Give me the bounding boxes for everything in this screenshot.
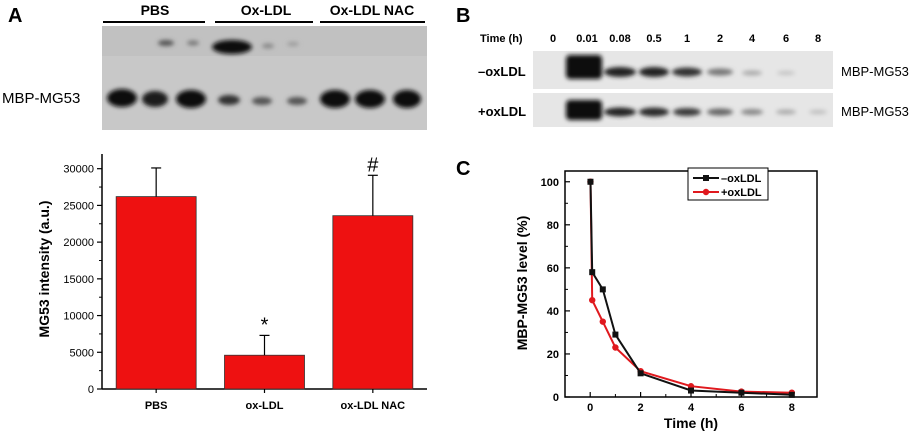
bar <box>224 354 305 390</box>
bar-chart: MG53 intensity (a.u.) 0 5000 10000 15000 200… <box>36 154 427 412</box>
blot-b-time-label: 4 <box>749 33 756 45</box>
blot-a-row-label: MBP-MG53 <box>2 90 80 107</box>
line-chart-xtick-label: 8 <box>789 402 795 414</box>
blot-b-band-label-plus: MBP-MG53 <box>841 104 909 119</box>
bar-category-label: PBS <box>145 400 168 412</box>
line-chart-xtick-label: 4 <box>688 402 695 414</box>
series-line <box>589 181 792 396</box>
series-point <box>589 296 596 304</box>
bar-chart-ytick-label: 30000 <box>63 164 94 176</box>
series-point <box>738 389 745 396</box>
bar-chart-ytick-label: 15000 <box>63 274 94 286</box>
panel-a-label: A <box>8 5 22 27</box>
blot-b-row-minus: –oxLDL <box>478 64 526 79</box>
blot-a-group-headers: PBS Ox-LDL Ox-LDL NAC <box>103 2 425 23</box>
series-point <box>587 178 594 185</box>
series-point <box>612 344 619 351</box>
bar-chart-ytick-label: 10000 <box>63 311 94 323</box>
line-chart-ytick-label: 100 <box>541 177 559 189</box>
blot-b-time-label: 8 <box>815 33 821 45</box>
legend-swatch-marker <box>702 188 710 196</box>
legend-swatch-marker <box>703 175 709 181</box>
blot-b-time-label: 0 <box>550 33 556 45</box>
blot-b-band-label-minus: MBP-MG53 <box>841 64 909 79</box>
series-point <box>599 286 606 293</box>
series-point <box>589 269 596 276</box>
line-chart: MBP-MG53 level (%) Time (h) 0 2 4 6 80204060… <box>514 167 818 431</box>
blot-b-time-label: 0.08 <box>609 33 630 45</box>
blot-a-image <box>102 26 427 130</box>
line-chart-xtick-label: 2 <box>638 402 644 414</box>
blot-b-row-plus: +oxLDL <box>478 104 526 119</box>
bar-chart-ylabel: MG53 intensity (a.u.) <box>36 201 52 338</box>
line-chart-ytick-label: 20 <box>547 349 559 361</box>
bar-chart-ytick-label: 25000 <box>63 200 94 212</box>
bar-category-label: ox-LDL NAC <box>341 400 406 412</box>
line-chart-ylabel: MBP-MG53 level (%) <box>514 216 530 351</box>
bar-chart-ytick-label: 20000 <box>63 237 94 249</box>
bar-chart-ytick-label: 5000 <box>70 347 94 359</box>
bar <box>115 196 197 390</box>
bar <box>332 215 414 390</box>
blot-a-group-oxldl-nac: Ox-LDL NAC <box>330 2 415 18</box>
bar-chart-ytick-label: 0 <box>88 384 94 396</box>
blot-a-group-oxldl: Ox-LDL <box>241 2 292 18</box>
bar-significance-mark: # <box>367 154 379 176</box>
series-point <box>612 331 619 338</box>
panel-c-label: C <box>456 158 470 180</box>
line-chart-xtick-label: 0 <box>587 402 593 414</box>
bar-category-label: ox-LDL <box>246 400 284 412</box>
series-point <box>788 391 795 398</box>
line-chart-frame <box>564 170 818 398</box>
panel-b-label: B <box>456 5 470 27</box>
line-chart-legend: –oxLDL +oxLDL <box>687 167 769 201</box>
legend-entry: –oxLDL <box>721 173 762 185</box>
blot-b-time-header: Time (h) <box>480 33 523 45</box>
line-chart-ytick-label: 60 <box>547 263 559 275</box>
blot-b-time-label: 0.5 <box>646 33 661 45</box>
line-chart-ytick-label: 80 <box>547 220 559 232</box>
blot-b-time-label: 0.01 <box>576 33 597 45</box>
blot-b-time-labels: 0 0.01 0.08 0.5 1 2 4 6 8 <box>550 33 821 45</box>
series-point <box>637 370 644 377</box>
blot-b-image <box>533 51 833 127</box>
blot-a-group-pbs: PBS <box>141 2 170 18</box>
line-chart-xtick-label: 6 <box>738 402 744 414</box>
line-chart-ytick-label: 40 <box>547 306 559 318</box>
bar-significance-mark: * <box>261 314 269 336</box>
series-point <box>688 387 694 394</box>
blot-b-time-label: 1 <box>684 33 690 45</box>
legend-entry: +oxLDL <box>721 187 762 199</box>
series-point <box>599 318 606 325</box>
line-chart-ytick-label: 0 <box>553 392 559 404</box>
legend-box <box>687 167 769 201</box>
line-chart-xlabel: Time (h) <box>664 415 718 431</box>
series-line <box>589 181 792 394</box>
blot-b-time-label: 6 <box>783 33 789 45</box>
blot-b-time-label: 2 <box>717 33 723 45</box>
